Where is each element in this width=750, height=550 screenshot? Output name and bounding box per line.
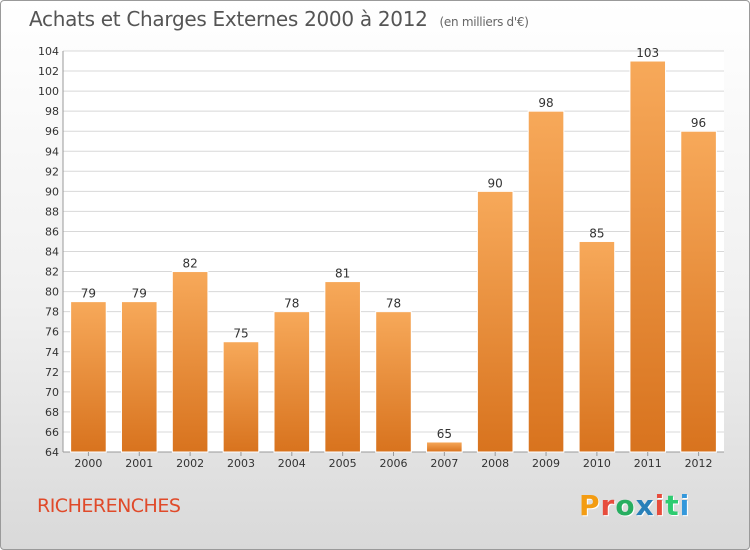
y-tick-label: 66 (45, 426, 59, 439)
logo-letter: o (615, 489, 636, 522)
y-tick-label: 94 (45, 145, 59, 158)
bar-2005 (324, 281, 361, 453)
bar-2011 (629, 60, 667, 453)
y-tick-label: 74 (45, 346, 59, 359)
y-tick-label: 80 (45, 286, 59, 299)
y-tick-label: 78 (45, 306, 59, 319)
bar-2001 (120, 301, 158, 453)
data-label: 85 (589, 226, 604, 240)
place-name: RICHERENCHES (37, 495, 181, 517)
logo-letter: P (579, 489, 601, 522)
logo-letter: i (654, 489, 666, 522)
bar-2002 (171, 271, 209, 453)
x-tick-label: 2009 (532, 457, 560, 470)
bar-2003 (222, 341, 260, 453)
data-label: 65 (437, 427, 452, 441)
proxiti-logo[interactable]: Proxiti (579, 489, 690, 522)
x-tick-label: 2007 (430, 457, 458, 470)
y-tick-label: 100 (38, 85, 59, 98)
data-label: 78 (284, 297, 299, 311)
data-label: 75 (233, 327, 248, 341)
logo-letter: i (679, 489, 691, 522)
bar-2012 (680, 130, 717, 453)
bar-2006 (375, 311, 412, 453)
x-tick-label: 2003 (227, 457, 255, 470)
bar-2009 (527, 110, 565, 453)
y-tick-label: 68 (45, 406, 59, 419)
x-tick-label: 2001 (125, 457, 153, 470)
x-tick-label: 2010 (583, 457, 611, 470)
x-tick-label: 2002 (176, 457, 204, 470)
y-tick-label: 104 (38, 45, 59, 58)
data-label: 81 (335, 267, 350, 281)
y-tick-label: 88 (45, 205, 59, 218)
logo-letter: r (600, 489, 616, 522)
data-label: 98 (538, 96, 553, 110)
x-tick-label: 2008 (481, 457, 509, 470)
data-label: 78 (386, 297, 401, 311)
y-tick-label: 92 (45, 165, 59, 178)
chart-subtitle: (en milliers d'€) (439, 15, 529, 29)
x-tick-label: 2012 (685, 457, 713, 470)
y-tick-label: 84 (45, 246, 59, 259)
data-label: 79 (81, 287, 96, 301)
y-tick-label: 90 (45, 185, 59, 198)
data-label: 103 (636, 46, 659, 60)
x-tick-label: 2005 (329, 457, 357, 470)
y-axis: 64 66 68 70 72 74 76 78 80 82 84 86 88 90 92 94 96 98 100 1… (38, 45, 59, 459)
y-tick-label: 70 (45, 386, 59, 399)
y-tick-label: 98 (45, 105, 59, 118)
x-tick-label: 2000 (74, 457, 102, 470)
logo-letter: x (635, 489, 655, 522)
bar-2000 (70, 301, 107, 453)
y-tick-label: 102 (38, 65, 59, 78)
bar-2007 (426, 441, 463, 453)
x-axis: 2000 2001 2002 2003 2004 2005 2006 2007 2008 2009… (74, 452, 713, 470)
data-label: 82 (182, 257, 197, 271)
x-tick-label: 2011 (634, 457, 662, 470)
y-tick-label: 86 (45, 225, 59, 238)
bars: 79 79 82 75 78 81 78 65 90 98 85 103 96 (70, 46, 717, 453)
data-label: 90 (488, 176, 503, 190)
x-tick-label: 2006 (380, 457, 408, 470)
y-tick-label: 96 (45, 125, 59, 138)
bar-2010 (578, 240, 616, 453)
bar-2008 (476, 190, 514, 453)
y-tick-label: 64 (45, 446, 59, 459)
y-tick-label: 82 (45, 266, 59, 279)
data-label: 79 (132, 287, 147, 301)
data-label: 96 (691, 116, 706, 130)
x-tick-label: 2004 (278, 457, 306, 470)
y-tick-label: 72 (45, 366, 59, 379)
y-tick-label: 76 (45, 326, 59, 339)
logo-letter: t (665, 489, 680, 522)
chart-title: Achats et Charges Externes 2000 à 2012 (e… (29, 7, 529, 31)
chart-title-text: Achats et Charges Externes 2000 à 2012 (29, 7, 428, 31)
bar-2004 (273, 311, 311, 453)
